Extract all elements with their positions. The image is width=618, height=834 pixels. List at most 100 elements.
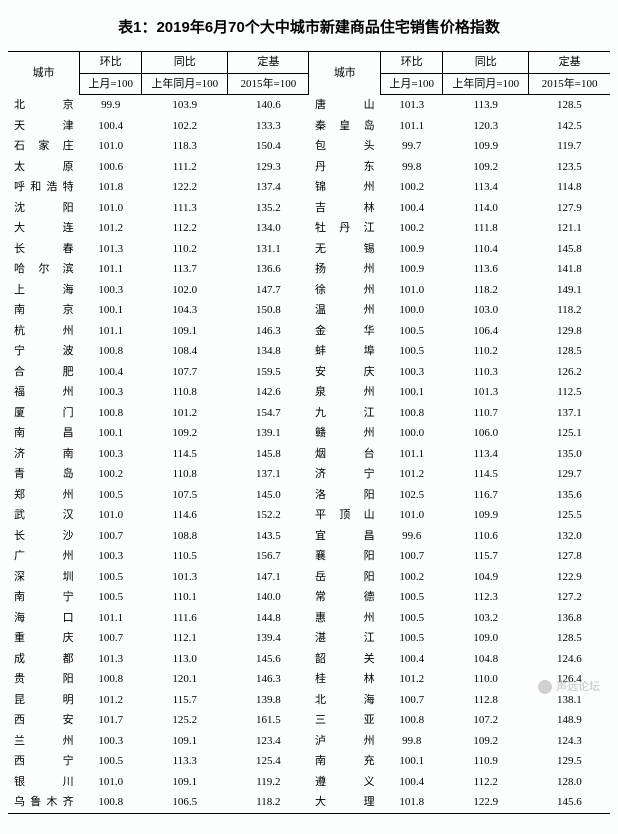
mom-right: 100.9 <box>381 259 443 280</box>
city-name-right: 平 顶 山 <box>309 505 381 526</box>
city-name-right: 大 理 <box>309 792 381 813</box>
table-row: 长 春101.3110.2131.1无 锡100.9110.4145.8 <box>8 239 610 260</box>
city-name-right: 遵 义 <box>309 772 381 793</box>
base-left: 142.6 <box>228 382 309 403</box>
table-row: 昆 明101.2115.7139.8北 海100.7112.8138.1 <box>8 690 610 711</box>
table-row: 宁 波100.8108.4134.8蚌 埠100.5110.2128.5 <box>8 341 610 362</box>
city-name-left: 贵 阳 <box>8 669 80 690</box>
table-row: 杭 州101.1109.1146.3金 华100.5106.4129.8 <box>8 321 610 342</box>
col-yoy-sub-right: 上年同月=100 <box>443 73 529 95</box>
city-name-left: 郑 州 <box>8 485 80 506</box>
base-right: 126.2 <box>529 362 610 383</box>
col-mom-left: 环比 <box>80 52 142 74</box>
city-name-right: 烟 台 <box>309 444 381 465</box>
yoy-left: 109.1 <box>142 772 228 793</box>
mom-right: 100.8 <box>381 403 443 424</box>
city-name-right: 蚌 埠 <box>309 341 381 362</box>
base-right: 145.6 <box>529 792 610 813</box>
mom-right: 100.5 <box>381 321 443 342</box>
mom-right: 100.5 <box>381 608 443 629</box>
mom-left: 101.1 <box>80 321 142 342</box>
mom-left: 100.8 <box>80 403 142 424</box>
base-right: 114.8 <box>529 177 610 198</box>
yoy-left: 114.6 <box>142 505 228 526</box>
base-right: 124.3 <box>529 731 610 752</box>
table-row: 深 圳100.5101.3147.1岳 阳100.2104.9122.9 <box>8 567 610 588</box>
city-name-left: 上 海 <box>8 280 80 301</box>
city-name-left: 石 家 庄 <box>8 136 80 157</box>
mom-right: 101.1 <box>381 116 443 137</box>
city-name-right: 包 头 <box>309 136 381 157</box>
mom-right: 100.9 <box>381 239 443 260</box>
mom-left: 100.4 <box>80 116 142 137</box>
table-row: 西 安101.7125.2161.5三 亚100.8107.2148.9 <box>8 710 610 731</box>
col-mom-sub-left: 上月=100 <box>80 73 142 95</box>
yoy-right: 113.6 <box>443 259 529 280</box>
table-row: 郑 州100.5107.5145.0洛 阳102.5116.7135.6 <box>8 485 610 506</box>
mom-left: 100.8 <box>80 792 142 813</box>
yoy-left: 110.8 <box>142 382 228 403</box>
mom-right: 99.8 <box>381 157 443 178</box>
yoy-left: 113.0 <box>142 649 228 670</box>
mom-left: 100.2 <box>80 464 142 485</box>
yoy-right: 113.9 <box>443 95 529 116</box>
base-right: 136.8 <box>529 608 610 629</box>
table-row: 海 口101.1111.6144.8惠 州100.5103.2136.8 <box>8 608 610 629</box>
yoy-left: 109.2 <box>142 423 228 444</box>
yoy-right: 103.0 <box>443 300 529 321</box>
city-name-left: 长 春 <box>8 239 80 260</box>
table-row: 呼和浩特101.8122.2137.4锦 州100.2113.4114.8 <box>8 177 610 198</box>
mom-left: 101.8 <box>80 177 142 198</box>
yoy-left: 108.8 <box>142 526 228 547</box>
yoy-right: 114.0 <box>443 198 529 219</box>
base-left: 146.3 <box>228 321 309 342</box>
city-name-left: 太 原 <box>8 157 80 178</box>
yoy-left: 113.7 <box>142 259 228 280</box>
city-name-left: 哈 尔 滨 <box>8 259 80 280</box>
city-name-left: 兰 州 <box>8 731 80 752</box>
mom-right: 100.5 <box>381 341 443 362</box>
city-name-left: 大 连 <box>8 218 80 239</box>
base-left: 119.2 <box>228 772 309 793</box>
mom-left: 101.3 <box>80 649 142 670</box>
col-base-right: 定基 <box>529 52 610 74</box>
base-left: 156.7 <box>228 546 309 567</box>
base-left: 140.0 <box>228 587 309 608</box>
city-name-right: 锦 州 <box>309 177 381 198</box>
yoy-left: 106.5 <box>142 792 228 813</box>
mom-right: 100.8 <box>381 710 443 731</box>
base-left: 145.8 <box>228 444 309 465</box>
col-mom-sub-right: 上月=100 <box>381 73 443 95</box>
city-name-right: 秦 皇 岛 <box>309 116 381 137</box>
mom-left: 101.3 <box>80 239 142 260</box>
mom-left: 101.7 <box>80 710 142 731</box>
base-left: 129.3 <box>228 157 309 178</box>
mom-right: 100.0 <box>381 423 443 444</box>
city-name-left: 海 口 <box>8 608 80 629</box>
mom-left: 100.7 <box>80 526 142 547</box>
yoy-right: 106.0 <box>443 423 529 444</box>
city-name-right: 岳 阳 <box>309 567 381 588</box>
city-name-left: 厦 门 <box>8 403 80 424</box>
base-right: 126.4 <box>529 669 610 690</box>
mom-left: 101.0 <box>80 772 142 793</box>
yoy-right: 109.2 <box>443 731 529 752</box>
table-row: 青 岛100.2110.8137.1济 宁101.2114.5129.7 <box>8 464 610 485</box>
base-left: 154.7 <box>228 403 309 424</box>
city-name-left: 合 肥 <box>8 362 80 383</box>
yoy-left: 102.0 <box>142 280 228 301</box>
table-row: 长 沙100.7108.8143.5宜 昌99.6110.6132.0 <box>8 526 610 547</box>
base-left: 146.3 <box>228 669 309 690</box>
base-right: 145.8 <box>529 239 610 260</box>
base-left: 125.4 <box>228 751 309 772</box>
yoy-right: 106.4 <box>443 321 529 342</box>
city-name-right: 桂 林 <box>309 669 381 690</box>
mom-right: 101.0 <box>381 505 443 526</box>
city-name-right: 常 德 <box>309 587 381 608</box>
yoy-right: 111.8 <box>443 218 529 239</box>
base-right: 129.8 <box>529 321 610 342</box>
city-name-right: 宜 昌 <box>309 526 381 547</box>
table-row: 银 川101.0109.1119.2遵 义100.4112.2128.0 <box>8 772 610 793</box>
table-row: 福 州100.3110.8142.6泉 州100.1101.3112.5 <box>8 382 610 403</box>
mom-left: 100.5 <box>80 485 142 506</box>
